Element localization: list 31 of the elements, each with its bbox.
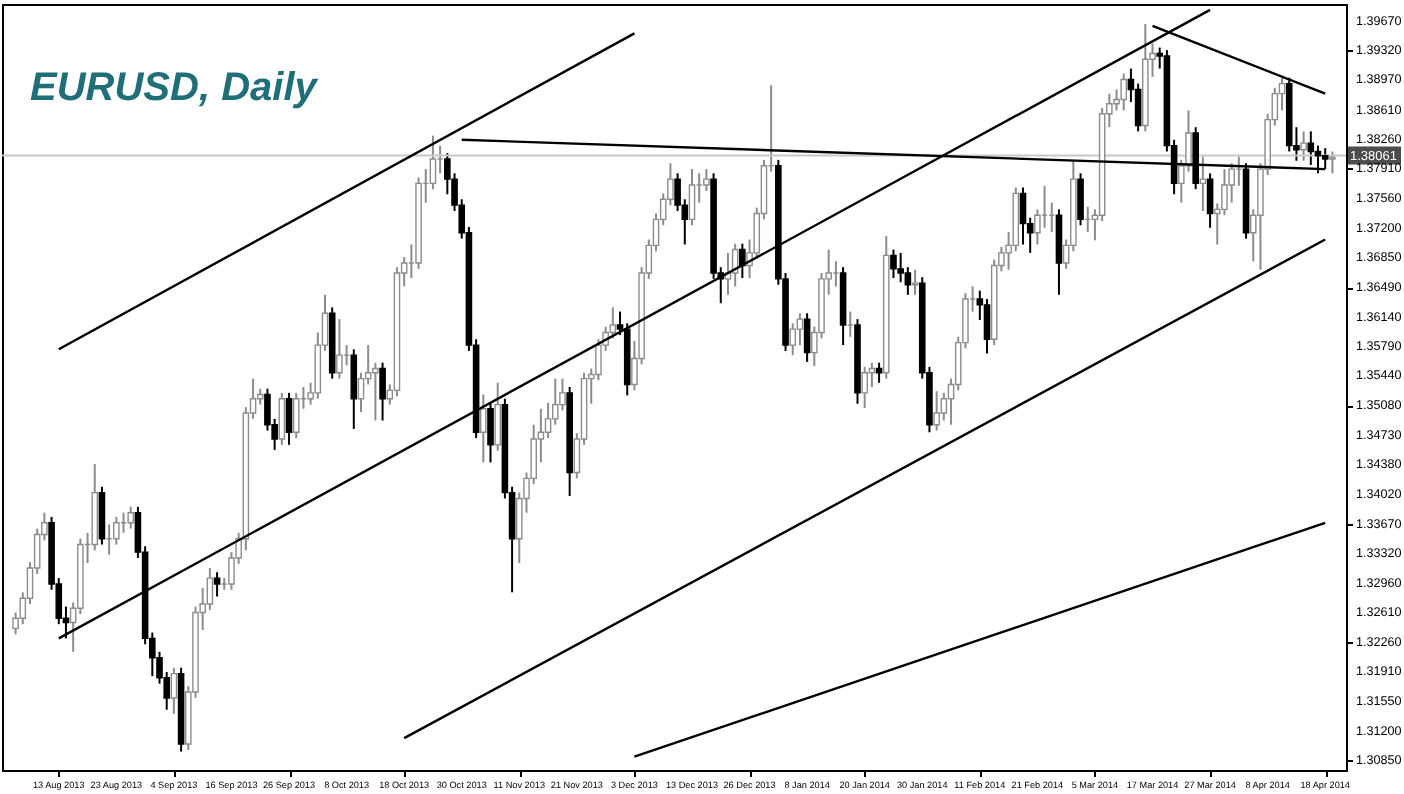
candlestick bbox=[911, 268, 919, 296]
candlestick bbox=[890, 248, 897, 280]
candlestick bbox=[494, 381, 502, 452]
candlestick bbox=[933, 390, 940, 432]
candlestick bbox=[688, 168, 696, 227]
candlestick bbox=[739, 242, 746, 280]
candlestick bbox=[278, 391, 286, 446]
text: EURUSD, Daily bbox=[30, 66, 319, 110]
candlestick bbox=[1055, 208, 1063, 296]
candlestick bbox=[1077, 172, 1084, 227]
candlestick bbox=[487, 401, 494, 464]
candlestick bbox=[292, 391, 300, 440]
candlestick bbox=[1019, 186, 1027, 246]
candlestick bbox=[1120, 72, 1128, 112]
candlestick bbox=[796, 312, 804, 347]
candlestick bbox=[1206, 172, 1214, 229]
candlestick bbox=[98, 485, 106, 546]
candlestick bbox=[861, 365, 868, 409]
candlestick bbox=[127, 505, 135, 530]
candlestick bbox=[336, 318, 343, 380]
candlestick bbox=[983, 298, 991, 355]
candlestick bbox=[480, 393, 487, 464]
candlestick bbox=[1329, 150, 1336, 175]
candlestick bbox=[803, 312, 811, 363]
candlestick bbox=[379, 361, 386, 422]
candlestick bbox=[1300, 130, 1307, 162]
candlestick bbox=[350, 348, 358, 430]
candlestick bbox=[213, 571, 221, 598]
candlestick bbox=[1199, 155, 1207, 212]
candlestick bbox=[170, 666, 178, 715]
candlestick bbox=[285, 391, 293, 446]
